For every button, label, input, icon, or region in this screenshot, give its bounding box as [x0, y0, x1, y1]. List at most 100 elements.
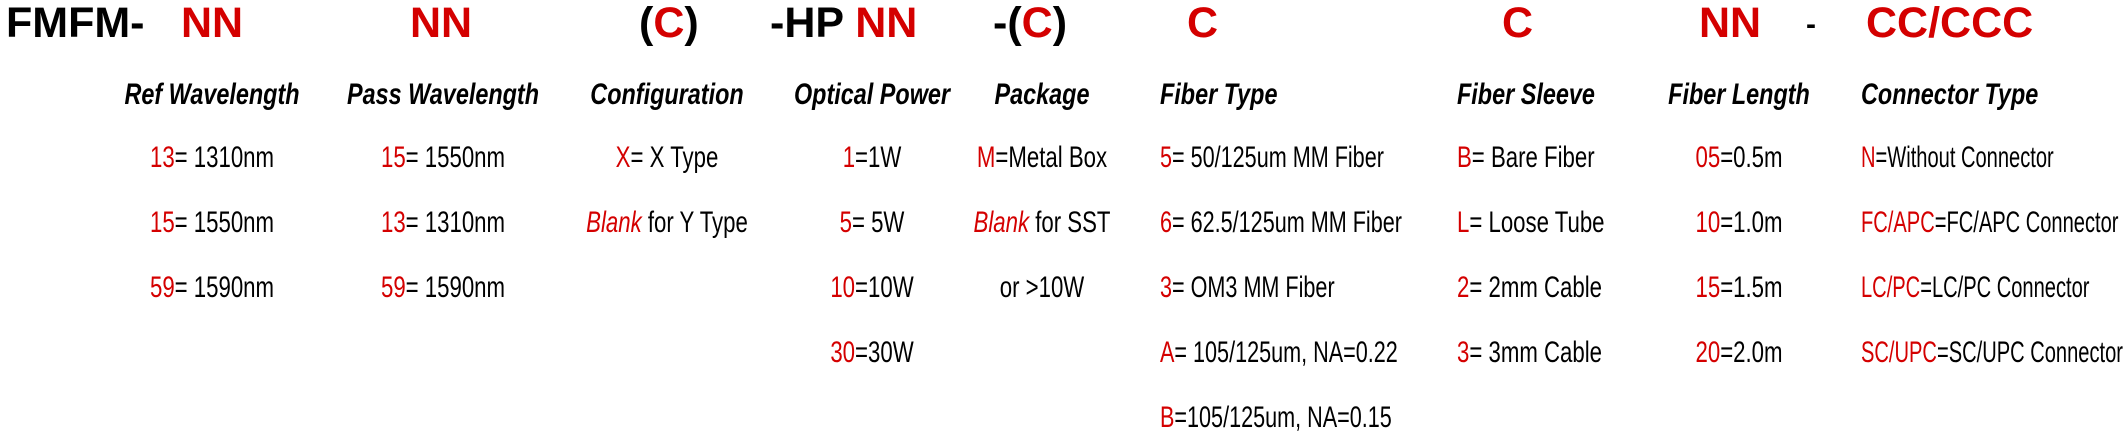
option-code: 5 — [1160, 141, 1173, 174]
code-segment: ) — [1052, 0, 1068, 47]
option-description: = 1590nm — [405, 271, 506, 304]
code-segment: C — [1187, 0, 1219, 47]
option-code: 15 — [149, 206, 175, 239]
option-item: Blank for Y Type — [586, 208, 748, 238]
option-description: = 1310nm — [174, 141, 275, 174]
option-item: B= Bare Fiber — [1457, 143, 1595, 173]
option-item: 2= 2mm Cable — [1457, 273, 1602, 303]
option-code: LC/PC — [1861, 271, 1921, 304]
option-code: B — [1457, 141, 1472, 174]
code-group: - — [1806, 10, 1816, 40]
option-description: = 3mm Cable — [1469, 336, 1602, 369]
code-group: C — [1502, 2, 1533, 45]
option-code: 20 — [1695, 336, 1721, 369]
code-group: NN — [410, 2, 472, 45]
option-item: 13= 1310nm — [381, 208, 505, 238]
option-item: 15= 1550nm — [150, 208, 274, 238]
code-segment: C — [653, 0, 685, 47]
option-description: =0.5m — [1720, 141, 1783, 174]
column-header-connector-type: Connector Type — [1861, 78, 2039, 111]
option-code: 3 — [1160, 271, 1173, 304]
code-segment: NN — [181, 0, 244, 47]
option-description: =Metal Box — [995, 141, 1108, 174]
option-item: 10=10W — [830, 273, 913, 303]
code-segment: -HP — [770, 0, 856, 47]
option-code: FC/APC — [1861, 206, 1935, 239]
option-code: 59 — [149, 271, 175, 304]
code-group: -(C) — [993, 2, 1067, 45]
option-description: = 62.5/125um MM Fiber — [1172, 206, 1402, 239]
code-group: FMFM- — [6, 2, 145, 45]
option-item: A= 105/125um, NA=0.22 — [1160, 338, 1398, 368]
option-code: X — [615, 141, 631, 174]
code-group: NN — [181, 2, 243, 45]
code-group: (C) — [639, 2, 699, 45]
column-header-fiber-type: Fiber Type — [1160, 78, 1278, 111]
option-description: =SC/UPC Connector — [1936, 336, 2123, 369]
option-description: =1.5m — [1720, 271, 1783, 304]
option-code: 3 — [1457, 336, 1470, 369]
option-code: 15 — [380, 141, 406, 174]
option-code: M — [976, 141, 996, 174]
option-description: = 105/125um, NA=0.22 — [1174, 336, 1398, 369]
option-item: 15= 1550nm — [381, 143, 505, 173]
option-code: 5 — [839, 206, 852, 239]
code-group: -HP NN — [770, 2, 917, 45]
option-item: 5= 5W — [840, 208, 905, 238]
column-header-optical-power: Optical Power — [793, 78, 951, 111]
option-item: 10=1.0m — [1695, 208, 1782, 238]
option-item: N=Without Connector — [1861, 143, 2054, 173]
code-segment: C — [1021, 0, 1053, 47]
code-segment: NN — [1699, 0, 1762, 47]
code-segment: ( — [639, 0, 654, 47]
option-code: Blank — [973, 206, 1030, 239]
option-item: 59= 1590nm — [150, 273, 274, 303]
column-header-configuration: Configuration — [590, 78, 744, 111]
option-code: A — [1160, 336, 1175, 369]
option-description: = X Type — [630, 141, 719, 174]
option-description: = Loose Tube — [1469, 206, 1605, 239]
option-code: 2 — [1457, 271, 1470, 304]
option-code: 6 — [1160, 206, 1173, 239]
option-description: =2.0m — [1720, 336, 1783, 369]
code-segment: -( — [993, 0, 1022, 47]
code-segment: C — [1502, 0, 1534, 47]
code-segment: NN — [855, 0, 918, 47]
option-item: L= Loose Tube — [1457, 208, 1605, 238]
option-code: 15 — [1695, 271, 1721, 304]
option-item: 3= OM3 MM Fiber — [1160, 273, 1335, 303]
option-description: = 1550nm — [174, 206, 275, 239]
option-description: = 1550nm — [405, 141, 506, 174]
option-item: 20=2.0m — [1695, 338, 1782, 368]
option-description: = 1310nm — [405, 206, 506, 239]
code-segment: NN — [410, 0, 473, 47]
option-item: 59= 1590nm — [381, 273, 505, 303]
column-header-package: Package — [994, 78, 1090, 111]
option-description: or >10W — [999, 271, 1085, 304]
code-group: CC/CCC — [1866, 2, 2033, 45]
option-description: = 5W — [851, 206, 905, 239]
option-description: =1.0m — [1720, 206, 1783, 239]
option-description: =Without Connector — [1875, 141, 2054, 174]
code-segment: FMFM- — [6, 0, 145, 47]
code-segment: ) — [684, 0, 699, 47]
option-description: =FC/APC Connector — [1934, 206, 2119, 239]
option-code: 1 — [842, 141, 856, 174]
option-item: M=Metal Box — [977, 143, 1107, 173]
option-description: = 2mm Cable — [1469, 271, 1602, 304]
option-item: 1=1W — [843, 143, 902, 173]
option-description: = 1590nm — [174, 271, 275, 304]
option-item: B=105/125um, NA=0.15 — [1160, 403, 1392, 433]
column-header-ref-wavelength: Ref Wavelength — [124, 78, 300, 111]
option-item: FC/APC=FC/APC Connector — [1861, 208, 2118, 238]
option-code: Blank — [586, 206, 642, 239]
option-code: 30 — [830, 336, 856, 369]
option-item: 13= 1310nm — [150, 143, 274, 173]
option-description: for SST — [1029, 206, 1111, 239]
option-code: L — [1457, 206, 1470, 239]
option-item: LC/PC=LC/PC Connector — [1861, 273, 2089, 303]
column-header-pass-wavelength: Pass Wavelength — [346, 78, 540, 111]
option-code: 10 — [830, 271, 856, 304]
option-item: 05=0.5m — [1695, 143, 1782, 173]
option-item: X= X Type — [616, 143, 719, 173]
